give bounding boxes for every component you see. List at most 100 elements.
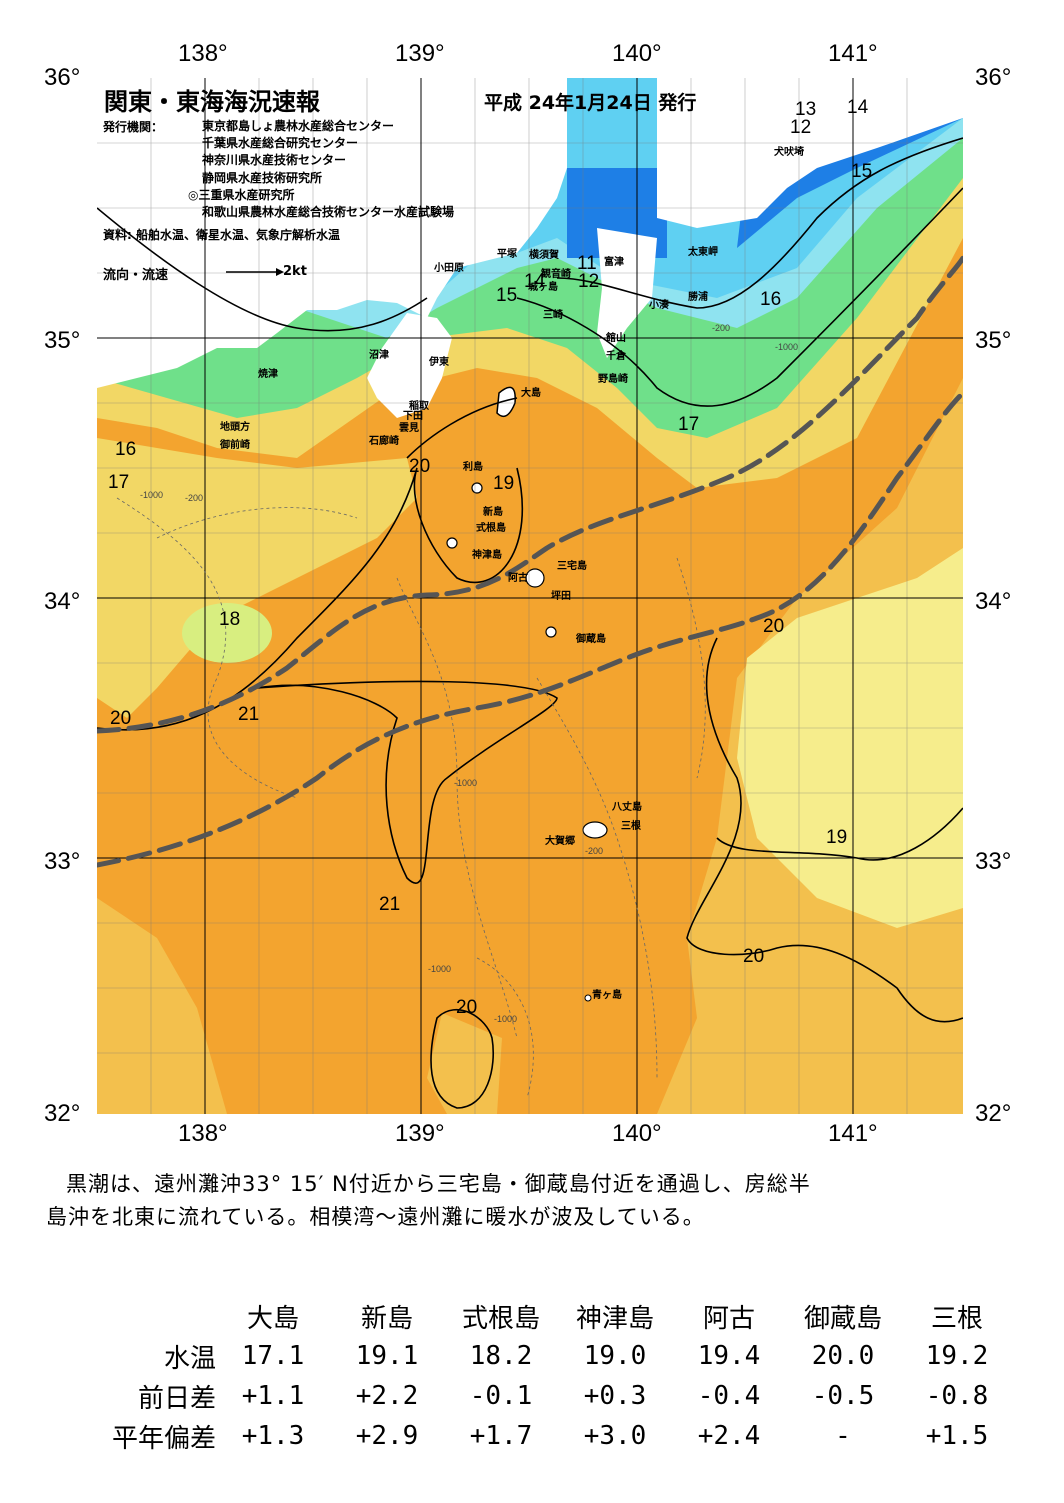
isotherm-label: 15 bbox=[851, 161, 873, 182]
table-cell: +3.0 bbox=[583, 1421, 647, 1451]
isotherm-label: 19 bbox=[826, 827, 848, 848]
table-cell: 19.1 bbox=[355, 1341, 419, 1371]
degree-grid bbox=[97, 78, 963, 1114]
place-label: 三宅島 bbox=[557, 561, 587, 572]
island-kozushima bbox=[446, 537, 458, 549]
place-label: 大島 bbox=[521, 388, 541, 399]
place-label: 利島 bbox=[463, 462, 483, 473]
place-label: 阿古 bbox=[508, 573, 528, 584]
table-row: 平年偏差 +1.3 +2.9 +1.7 +3.0 +2.4 - +1.5 bbox=[86, 1416, 1014, 1456]
place-label: 横須賀 bbox=[529, 250, 559, 261]
isotherm-label: 16 bbox=[760, 289, 782, 310]
table-cell: 19.0 bbox=[583, 1341, 647, 1371]
row-label: 平年偏差 bbox=[111, 1423, 216, 1454]
table-cell: +1.1 bbox=[241, 1381, 305, 1411]
table-row: 水温 17.1 19.1 18.2 19.0 19.4 20.0 19.2 bbox=[86, 1336, 1014, 1376]
place-label: 観音崎 bbox=[541, 269, 571, 280]
lat-label-right-34: 34° bbox=[975, 588, 1012, 615]
lighter-warm-area-southwest bbox=[97, 898, 227, 1114]
western-yellow-area bbox=[97, 438, 417, 718]
data-source: 資料: 船舶水温、衛星水温、気象庁解析水温 bbox=[103, 228, 340, 242]
place-label: 太東岬 bbox=[688, 247, 718, 258]
place-label: 青ヶ島 bbox=[592, 990, 622, 1001]
place-label: 平塚 bbox=[497, 249, 517, 260]
place-label: 新島 bbox=[483, 507, 503, 518]
lon-label-top-138: 138° bbox=[178, 40, 228, 67]
place-label: 神津島 bbox=[472, 550, 502, 561]
table-cell: -0.4 bbox=[697, 1381, 761, 1411]
table-cell: 20.0 bbox=[811, 1341, 875, 1371]
lat-label-right-35: 35° bbox=[975, 327, 1012, 354]
table-cell: -0.8 bbox=[925, 1381, 989, 1411]
table-cell: +1.5 bbox=[925, 1421, 989, 1451]
issue-date: 平成 24年1月24日 発行 bbox=[484, 92, 697, 114]
isotherm-label: 12 bbox=[578, 271, 600, 292]
kuroshio-axis bbox=[97, 255, 963, 868]
depth-label: -1000 bbox=[775, 342, 799, 352]
place-label: 八丈島 bbox=[612, 802, 642, 813]
island-niijima bbox=[471, 482, 483, 494]
place-label: 伊東 bbox=[429, 357, 449, 368]
publisher-item: 静岡県水産技術研究所 bbox=[202, 170, 323, 185]
depth-label: -200 bbox=[185, 493, 204, 503]
place-label: 沼津 bbox=[369, 350, 389, 361]
place-label: 富津 bbox=[604, 257, 624, 268]
table-cell: +2.9 bbox=[355, 1421, 419, 1451]
table-column-header: 大島 bbox=[246, 1303, 299, 1334]
table-cell: -0.5 bbox=[811, 1381, 875, 1411]
table-cell: +1.7 bbox=[469, 1421, 533, 1451]
lon-label-bottom-141: 141° bbox=[828, 1120, 878, 1147]
oceanographic-summary: 黒潮は、遠州灘沖33° 15′ N付近から三宅島・御蔵島付近を通過し、房総半 島… bbox=[46, 1168, 1006, 1234]
sea-temperature-map bbox=[97, 78, 963, 1114]
publisher-item: 和歌山県農林水産総合技術センター水産試験場 bbox=[202, 205, 455, 220]
table-column-header: 阿古 bbox=[702, 1303, 755, 1334]
table-cell: +2.2 bbox=[355, 1381, 419, 1411]
row-label: 前日差 bbox=[137, 1383, 216, 1414]
place-label: 小湊 bbox=[649, 300, 669, 311]
place-label: 勝浦 bbox=[688, 292, 708, 303]
depth-contours bbox=[116, 497, 706, 1099]
land-izu-peninsula bbox=[367, 313, 452, 418]
isotherm-label: 14 bbox=[847, 97, 869, 118]
place-label: 御前崎 bbox=[220, 440, 250, 451]
depth-label: -1000 bbox=[494, 1014, 518, 1024]
water-temperature-table: 大島 新島 式根島 神津島 阿古 御蔵島 三根 水温 17.1 19.1 18.… bbox=[86, 1296, 1014, 1456]
isotherm-label: 20 bbox=[763, 616, 785, 637]
lon-label-bottom-138: 138° bbox=[178, 1120, 228, 1147]
isotherm-label: 13 bbox=[795, 99, 817, 120]
depth-label: -200 bbox=[585, 846, 604, 856]
land-chiba-north bbox=[657, 78, 963, 228]
isotherm-label: 16 bbox=[115, 439, 137, 460]
flow-legend-unit: 2kt bbox=[283, 264, 307, 279]
table-column-header: 御蔵島 bbox=[803, 1303, 882, 1334]
table-cell: 19.4 bbox=[697, 1341, 761, 1371]
isotherm-label: 12 bbox=[790, 117, 812, 138]
table-cell: +0.3 bbox=[583, 1381, 647, 1411]
table-cell: 19.2 bbox=[925, 1341, 989, 1371]
table-cell: +1.3 bbox=[241, 1421, 305, 1451]
flow-legend-arrow-icon bbox=[226, 268, 284, 276]
depth-label: -1000 bbox=[428, 964, 452, 974]
depth-label: -1000 bbox=[454, 778, 478, 788]
table-cell: +2.4 bbox=[697, 1421, 761, 1451]
flow-legend-label: 流向・流速 bbox=[103, 268, 169, 283]
depth-label: -1000 bbox=[140, 490, 164, 500]
isotherm-label: 14 bbox=[524, 271, 546, 292]
island-miyakejima bbox=[525, 568, 545, 588]
lon-label-bottom-140: 140° bbox=[612, 1120, 662, 1147]
lon-label-top-139: 139° bbox=[395, 40, 445, 67]
place-label: 三根 bbox=[621, 821, 641, 832]
place-label: 下田 bbox=[403, 411, 423, 422]
island-hachijojima bbox=[582, 821, 608, 839]
table-column-header: 三根 bbox=[930, 1303, 983, 1334]
isotherm-label: 11 bbox=[577, 253, 597, 274]
place-label: 千倉 bbox=[606, 351, 626, 362]
map-canvas bbox=[97, 78, 963, 1114]
table-cell: - bbox=[835, 1421, 851, 1451]
isotherm-label: 21 bbox=[238, 704, 260, 725]
place-label: 小田原 bbox=[434, 263, 464, 274]
isotherm-label: 20 bbox=[456, 997, 478, 1018]
place-label: 犬吠埼 bbox=[774, 147, 804, 158]
place-label: 大賀郷 bbox=[545, 836, 575, 847]
summary-line: 島沖を北東に流れている。相模湾～遠州灘に暖水が波及している。 bbox=[46, 1205, 705, 1229]
